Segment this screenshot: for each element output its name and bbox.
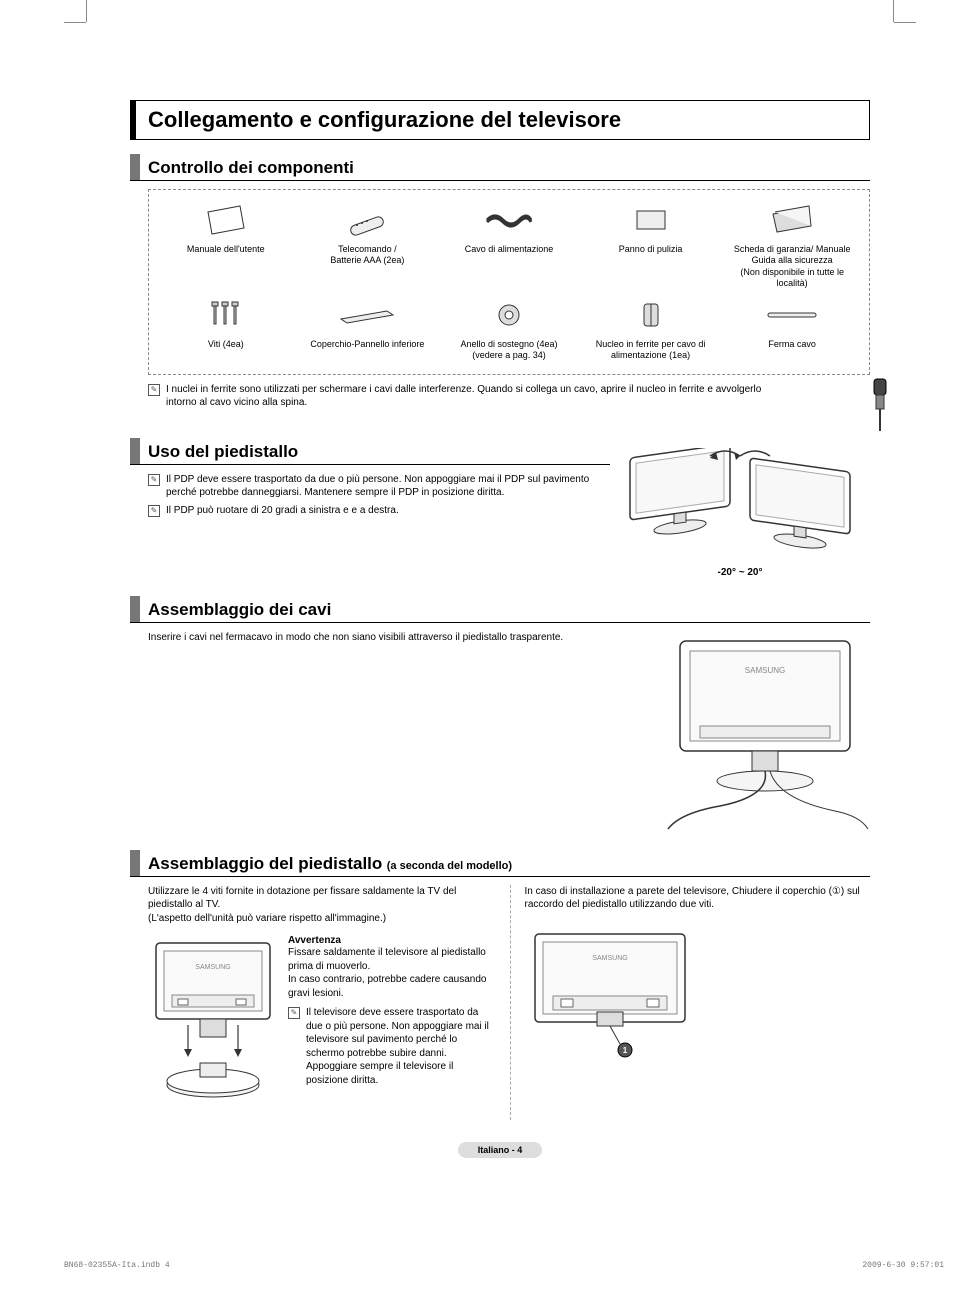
components-row-2: Viti (4ea) Coperchio-Pannello inferiore … xyxy=(155,295,863,362)
warning-text: Fissare saldamente il televisore al pied… xyxy=(288,946,494,1000)
section-header-stand-assembly: Assemblaggio del piedistallo (a seconda … xyxy=(130,850,870,877)
component-label: Telecomando / Batterie AAA (2ea) xyxy=(300,244,436,267)
svg-text:SAMSUNG: SAMSUNG xyxy=(745,666,785,675)
section-title: Assemblaggio del piedistallo xyxy=(148,854,382,873)
section-title: Assemblaggio dei cavi xyxy=(148,596,331,622)
component-item: Anello di sostegno (4ea) (vedere a pag. … xyxy=(438,295,580,362)
svg-text:1: 1 xyxy=(622,1046,627,1055)
component-item: Ferma cavo xyxy=(721,295,863,362)
crop-mark xyxy=(86,0,87,22)
note-row: ✎ Il PDP deve essere trasportato da due … xyxy=(148,473,610,500)
body-text: In caso di installazione a parete del te… xyxy=(525,885,871,912)
page-number-pill: Italiano - 4 xyxy=(458,1142,543,1158)
component-item: Viti (4ea) xyxy=(155,295,297,362)
main-title: Collegamento e configurazione del televi… xyxy=(148,107,857,133)
stand-mount-illustration: SAMSUNG xyxy=(148,935,278,1120)
section-bar xyxy=(130,850,140,876)
component-label: Panno di pulizia xyxy=(583,244,719,255)
stand-assembly-right: In caso di installazione a parete del te… xyxy=(510,885,871,1121)
main-title-box: Collegamento e configurazione del televi… xyxy=(130,100,870,140)
note-row: ✎ Il PDP può ruotare di 20 gradi a sinis… xyxy=(148,504,610,518)
section-title: Uso del piedistallo xyxy=(148,438,298,464)
component-label: Anello di sostegno (4ea) (vedere a pag. … xyxy=(441,339,577,362)
note-icon: ✎ xyxy=(148,474,160,486)
power-cable-icon xyxy=(441,200,577,240)
wall-mount-cover-illustration: SAMSUNG 1 xyxy=(525,926,871,1071)
body-text: Utilizzare le 4 viti fornite in dotazion… xyxy=(148,885,494,912)
note-text: Il PDP deve essere trasportato da due o … xyxy=(166,473,600,500)
crop-mark xyxy=(64,22,86,23)
cable-tie-icon xyxy=(724,295,860,335)
section-subtitle: (a seconda del modello) xyxy=(387,860,512,872)
note-icon: ✎ xyxy=(148,505,160,517)
svg-text:SAMSUNG: SAMSUNG xyxy=(195,964,230,971)
stand-rotation-illustration: -20° ~ 20° xyxy=(610,448,870,578)
screws-icon xyxy=(158,295,294,335)
component-label: Scheda di garanzia/ Manuale Guida alla s… xyxy=(724,244,860,289)
note-row: ✎ Il televisore deve essere trasportato … xyxy=(288,1006,494,1087)
warranty-card-icon xyxy=(724,200,860,240)
component-item: Panno di pulizia xyxy=(580,200,722,289)
doc-meta-left: BN68-02355A-Ita.indb 4 xyxy=(64,1261,170,1270)
note-icon: ✎ xyxy=(148,384,160,396)
rotation-label: -20° ~ 20° xyxy=(610,567,870,578)
note-text: Il PDP può ruotare di 20 gradi a sinistr… xyxy=(166,504,610,518)
component-item: Telecomando / Batterie AAA (2ea) xyxy=(297,200,439,289)
holder-ring-icon xyxy=(441,295,577,335)
page-content: Collegamento e configurazione del televi… xyxy=(130,100,870,1158)
svg-text:SAMSUNG: SAMSUNG xyxy=(592,955,627,962)
doc-meta-right: 2009-6-30 9:57:01 xyxy=(862,1261,944,1270)
cloth-icon xyxy=(583,200,719,240)
body-text: Inserire i cavi nel fermacavo in modo ch… xyxy=(148,631,660,645)
crop-mark xyxy=(893,0,894,22)
stand-assembly-left: Utilizzare le 4 viti fornite in dotazion… xyxy=(148,885,494,1121)
component-item: Nucleo in ferrite per cavo di alimentazi… xyxy=(580,295,722,362)
component-item: Coperchio-Pannello inferiore xyxy=(297,295,439,362)
cable-assembly-illustration: SAMSUNG xyxy=(660,631,870,836)
components-box: Manuale dell'utente Telecomando / Batter… xyxy=(148,189,870,375)
component-item: Cavo di alimentazione xyxy=(438,200,580,289)
note-text: I nuclei in ferrite sono utilizzati per … xyxy=(166,383,790,410)
page-footer: Italiano - 4 xyxy=(130,1140,870,1158)
component-label: Nucleo in ferrite per cavo di alimentazi… xyxy=(583,339,719,362)
components-row-1: Manuale dell'utente Telecomando / Batter… xyxy=(155,200,863,289)
remote-icon xyxy=(300,200,436,240)
body-text: (L'aspetto dell'unità può variare rispet… xyxy=(148,912,494,926)
section-title: Controllo dei componenti xyxy=(148,154,354,180)
section-header-components: Controllo dei componenti xyxy=(130,154,870,181)
note-icon: ✎ xyxy=(288,1007,300,1019)
note-text: Il televisore deve essere trasportato da… xyxy=(306,1006,494,1087)
section-bar xyxy=(130,596,140,622)
component-label: Coperchio-Pannello inferiore xyxy=(300,339,436,350)
component-label: Ferma cavo xyxy=(724,339,860,350)
ferrite-plug-illustration xyxy=(860,377,900,438)
crop-mark xyxy=(894,22,916,23)
component-item: Scheda di garanzia/ Manuale Guida alla s… xyxy=(721,200,863,289)
doc-meta: BN68-02355A-Ita.indb 4 2009-6-30 9:57:01 xyxy=(64,1261,944,1270)
component-label: Manuale dell'utente xyxy=(158,244,294,255)
section-header-cable-assembly: Assemblaggio dei cavi xyxy=(130,596,870,623)
component-label: Cavo di alimentazione xyxy=(441,244,577,255)
section-bar xyxy=(130,438,140,464)
section-header-stand-use: Uso del piedistallo xyxy=(130,438,610,465)
section-bar xyxy=(130,154,140,180)
ferrite-core-icon xyxy=(583,295,719,335)
warning-title: Avvertenza xyxy=(288,935,494,946)
manual-icon xyxy=(158,200,294,240)
component-item: Manuale dell'utente xyxy=(155,200,297,289)
bottom-cover-icon xyxy=(300,295,436,335)
note-row: ✎ I nuclei in ferrite sono utilizzati pe… xyxy=(148,383,870,410)
component-label: Viti (4ea) xyxy=(158,339,294,350)
